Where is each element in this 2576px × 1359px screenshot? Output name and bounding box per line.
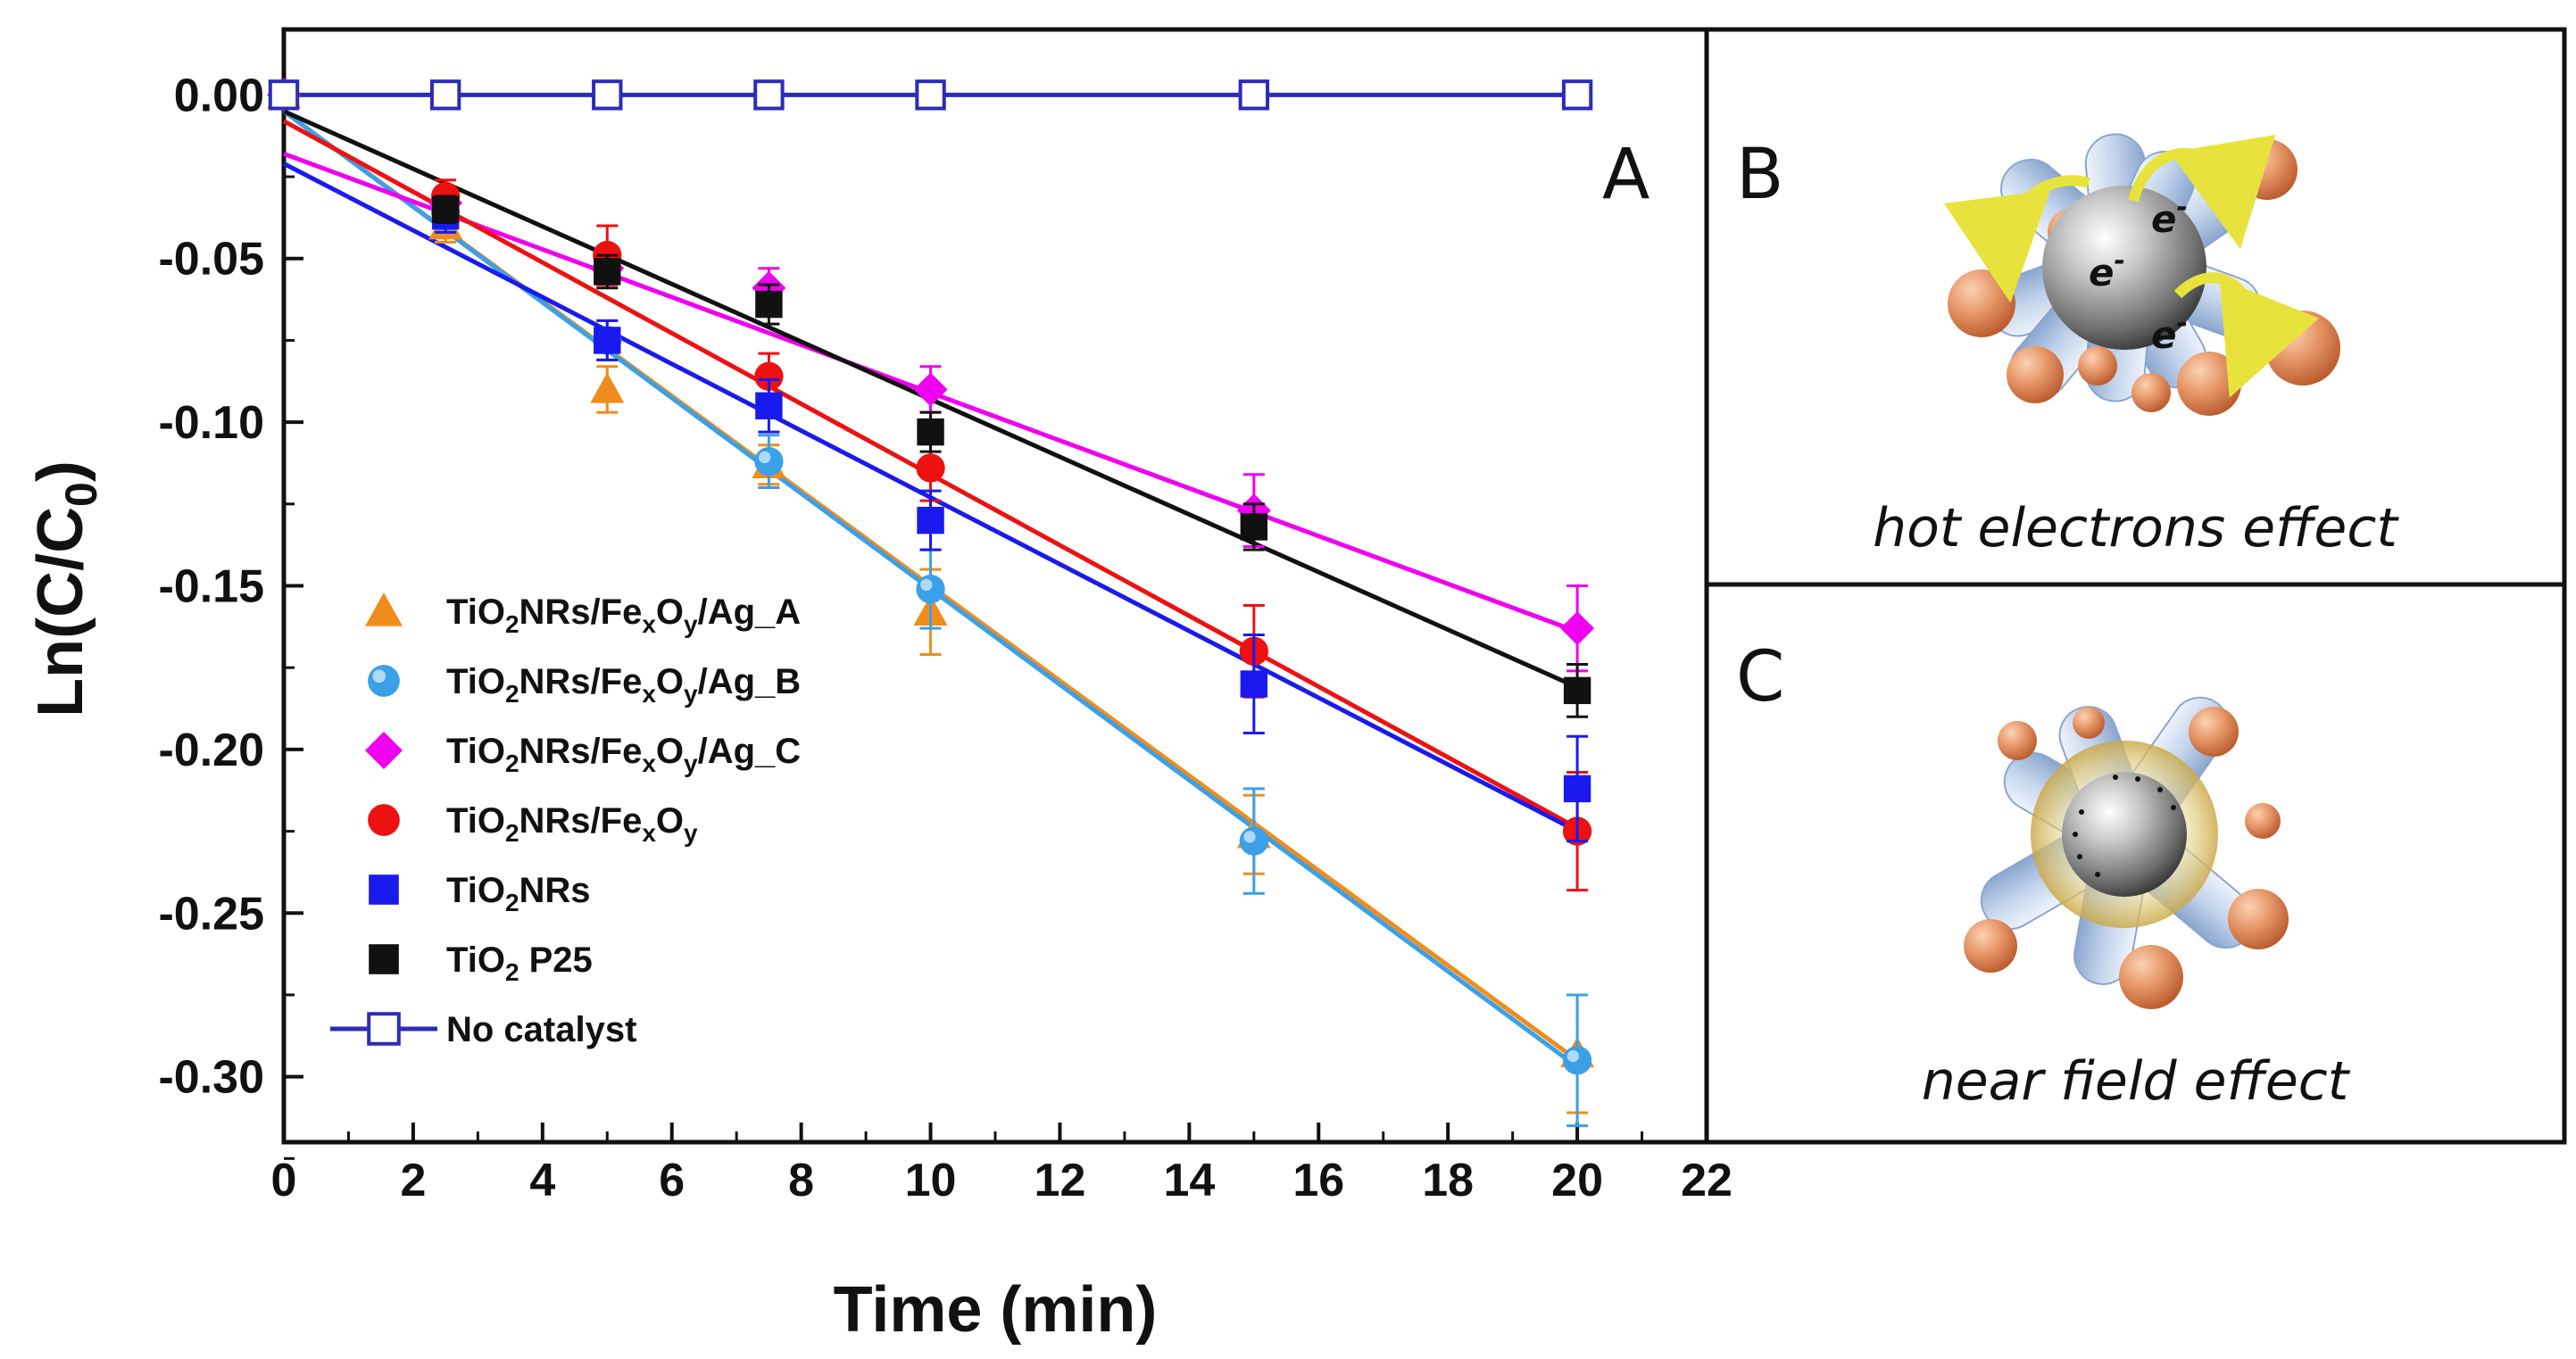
near-field-illustration: C: [1736, 637, 2351, 1113]
legend: TiO2NRs/FexOy/Ag_A TiO2NRs/FexOy/Ag_B TiO2…: [330, 592, 801, 1049]
y-tick-label: -0.10: [158, 397, 264, 449]
data-point: [1240, 634, 1268, 735]
x-tick-label: 16: [1292, 1155, 1344, 1206]
data-point: [754, 434, 784, 489]
data-point: [594, 253, 621, 290]
legend-label: TiO2NRs: [446, 871, 591, 916]
legend-label: TiO2NRs/FexOy: [446, 801, 698, 847]
data-point: [590, 365, 625, 414]
axes: 0 2 4 6 8 10 12 14 16 18 20 22 0.00 -0.05 -0.10 -0.15 -0…: [158, 70, 1732, 1206]
panel-label-a: A: [1602, 135, 1649, 215]
data-point: [431, 195, 460, 224]
y-axis-title: Ln(C/C0): [25, 460, 106, 717]
data-point: [1563, 734, 1591, 843]
x-axis-title: Time (min): [834, 1274, 1158, 1346]
x-tick-label: 6: [659, 1155, 685, 1206]
x-tick-label: 2: [400, 1155, 426, 1206]
legend-label: TiO2 P25: [446, 941, 593, 986]
data-point: [755, 283, 783, 326]
electron-label: e-: [2151, 308, 2188, 357]
data-point: [592, 79, 623, 111]
y-tick-label: -0.20: [158, 725, 264, 776]
data-point: [755, 377, 783, 434]
hot-electrons-illustration: B: [1736, 133, 2399, 559]
y-tick-label: 0.00: [174, 70, 264, 121]
x-tick-label: 10: [905, 1155, 957, 1206]
data-point: [915, 79, 946, 111]
legend-item: TiO2 P25: [369, 941, 593, 986]
y-tick-label: -0.25: [158, 888, 264, 940]
x-tick-label: 12: [1035, 1155, 1086, 1206]
x-tick-label: 0: [271, 1155, 297, 1206]
panel-b-caption: hot electrons effect: [1873, 497, 2399, 559]
panel-label-b: B: [1736, 135, 1784, 215]
data-point: [1240, 502, 1268, 551]
legend-label: No catalyst: [446, 1010, 636, 1049]
legend-item: TiO2NRs/FexOy/Ag_C: [365, 732, 801, 777]
y-tick-label: -0.05: [158, 234, 264, 286]
x-tick-label: 22: [1681, 1155, 1733, 1206]
data-point: [753, 79, 785, 111]
panel-c-caption: near field effect: [1922, 1050, 2351, 1113]
legend-item: TiO2NRs/FexOy/Ag_B: [368, 662, 801, 708]
legend-item: TiO2NRs/FexOy: [368, 801, 698, 847]
data-point: [1562, 993, 1592, 1128]
electron-label: e-: [2089, 245, 2125, 294]
legend-label: TiO2NRs/FexOy/Ag_B: [446, 662, 801, 708]
data-point: [1238, 79, 1270, 111]
data-point: [1560, 584, 1595, 673]
legend-label: TiO2NRs/FexOy/Ag_C: [446, 732, 801, 777]
legend-item: TiO2NRs/FexOy/Ag_A: [365, 592, 801, 638]
x-tick-label: 18: [1422, 1155, 1474, 1206]
panel-c-frame: [1704, 582, 2567, 1145]
data-points: [267, 78, 1595, 1128]
legend-item: No catalyst: [330, 1010, 636, 1049]
data-point: [429, 79, 461, 111]
data-point: [1563, 663, 1591, 718]
panel-label-c: C: [1736, 637, 1784, 717]
y-tick-label: -0.15: [158, 561, 264, 613]
data-point: [268, 79, 300, 111]
electron-label: e-: [2151, 192, 2188, 241]
data-point: [594, 319, 621, 361]
data-point: [1239, 787, 1268, 895]
x-tick-label: 4: [529, 1155, 555, 1206]
x-tick-label: 8: [788, 1155, 814, 1206]
legend-label: TiO2NRs/FexOy/Ag_A: [446, 592, 801, 638]
legend-item: TiO2NRs: [369, 871, 591, 916]
data-point: [1561, 79, 1593, 111]
data-point: [917, 410, 944, 453]
x-tick-label: 20: [1551, 1155, 1603, 1206]
data-point: [917, 489, 944, 551]
y-tick-label: -0.30: [158, 1052, 264, 1104]
data-point: [916, 548, 945, 630]
x-tick-label: 14: [1163, 1155, 1215, 1206]
